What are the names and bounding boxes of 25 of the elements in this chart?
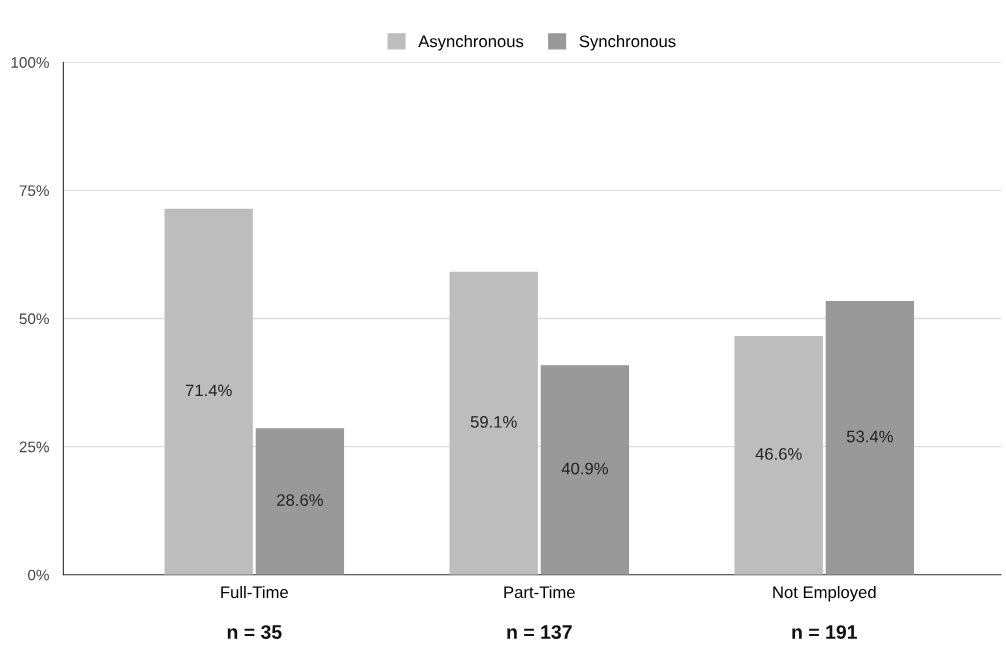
y-tick-label: 50%	[19, 313, 49, 325]
data-label: 40.9%	[561, 462, 608, 475]
legend-label: Asynchronous	[418, 35, 524, 51]
data-label: 71.4%	[185, 384, 232, 397]
bar	[825, 301, 915, 575]
data-label: 46.6%	[755, 448, 802, 460]
legend-label: Synchronous	[579, 35, 676, 51]
y-tick-label: 75%	[19, 185, 49, 197]
x-tick-label: Not Employed	[773, 585, 876, 602]
data-label: 53.4%	[846, 430, 893, 443]
bar	[540, 365, 630, 575]
text: n = 137	[507, 625, 572, 639]
x-tick-label: Part-Time	[504, 585, 575, 599]
bar	[164, 208, 253, 575]
bar	[734, 335, 823, 575]
y-tick-label: 100%	[11, 57, 49, 68]
bar	[449, 271, 538, 575]
y-tick-label: 0%	[28, 569, 49, 581]
y-tick-label: 25%	[19, 441, 49, 453]
bar	[255, 428, 345, 575]
data-label: 59.1%	[470, 415, 517, 428]
text: n = 191	[792, 625, 857, 639]
data-label: 28.6%	[277, 494, 323, 506]
x-tick-label: Full-Time	[221, 585, 288, 599]
text: n = 35	[227, 625, 282, 639]
